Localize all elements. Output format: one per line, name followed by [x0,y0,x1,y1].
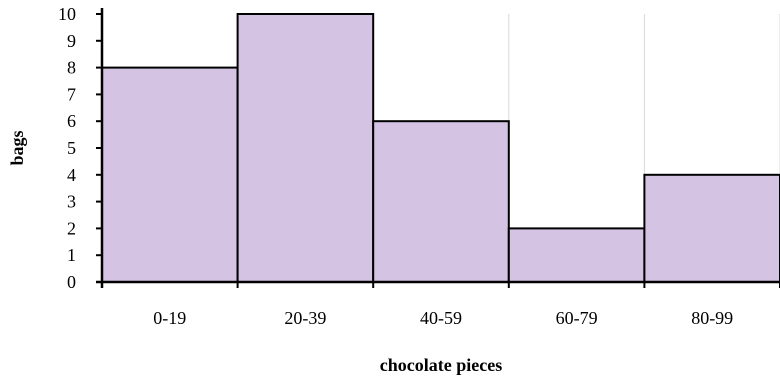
y-tick-label: 10 [58,4,76,24]
y-tick-label: 9 [67,31,76,51]
y-tick-label: 4 [67,165,76,185]
x-tick-label: 40-59 [420,308,462,328]
y-axis-title: bags [7,130,27,165]
bars [101,13,780,283]
x-tick-label: 60-79 [556,308,598,328]
bar-80-99 [643,173,780,283]
y-tick-label: 7 [67,84,76,104]
y-tick-label: 0 [67,272,76,292]
bar-0-19 [101,66,239,283]
y-tick-label: 2 [67,218,76,238]
bar-40-59 [372,120,510,283]
y-tick-label: 3 [67,192,76,212]
y-tick-label: 8 [67,58,76,78]
y-tick-labels: 0 1 2 3 4 5 6 7 8 9 10 [58,4,76,292]
x-tick-label: 20-39 [284,308,326,328]
y-tick-label: 6 [67,111,76,131]
x-tick-label: 80-99 [691,308,733,328]
bar-20-39 [236,13,375,283]
x-axis-title: chocolate pieces [380,355,502,375]
axes [96,8,780,288]
bar-60-79 [507,227,646,283]
y-tick-label: 1 [67,245,76,265]
y-tick-label: 5 [67,138,76,158]
x-tick-label: 0-19 [153,308,186,328]
x-tick-labels: 0-19 20-39 40-59 60-79 80-99 [153,308,733,328]
